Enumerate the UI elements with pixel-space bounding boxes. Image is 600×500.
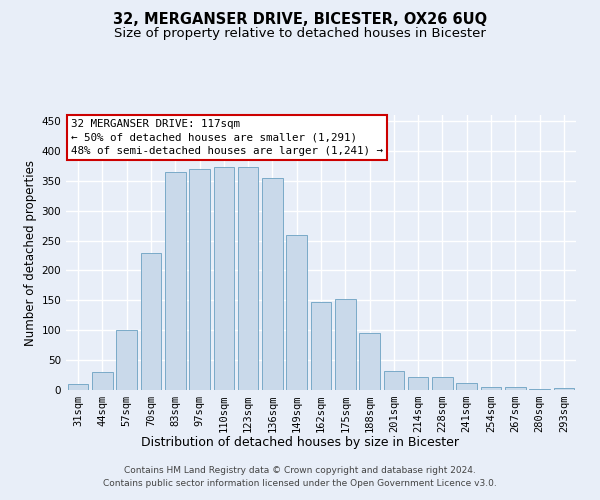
Text: Size of property relative to detached houses in Bicester: Size of property relative to detached ho…: [114, 28, 486, 40]
Bar: [335, 298, 356, 390]
Bar: [529, 389, 550, 390]
Bar: [92, 372, 113, 390]
Bar: [189, 169, 210, 390]
Bar: [432, 377, 453, 390]
Bar: [68, 384, 88, 390]
Bar: [214, 167, 234, 390]
Bar: [140, 252, 161, 390]
Bar: [116, 330, 137, 390]
Text: Distribution of detached houses by size in Bicester: Distribution of detached houses by size …: [141, 436, 459, 449]
Bar: [505, 387, 526, 390]
Bar: [165, 172, 185, 390]
Bar: [238, 167, 259, 390]
Bar: [262, 178, 283, 390]
Bar: [359, 332, 380, 390]
Bar: [554, 388, 574, 390]
Bar: [457, 384, 477, 390]
Bar: [408, 377, 428, 390]
Bar: [311, 302, 331, 390]
Y-axis label: Number of detached properties: Number of detached properties: [24, 160, 37, 346]
Bar: [286, 234, 307, 390]
Bar: [481, 387, 502, 390]
Text: Contains HM Land Registry data © Crown copyright and database right 2024.
Contai: Contains HM Land Registry data © Crown c…: [103, 466, 497, 487]
Text: 32, MERGANSER DRIVE, BICESTER, OX26 6UQ: 32, MERGANSER DRIVE, BICESTER, OX26 6UQ: [113, 12, 487, 28]
Bar: [383, 371, 404, 390]
Text: 32 MERGANSER DRIVE: 117sqm
← 50% of detached houses are smaller (1,291)
48% of s: 32 MERGANSER DRIVE: 117sqm ← 50% of deta…: [71, 119, 383, 156]
